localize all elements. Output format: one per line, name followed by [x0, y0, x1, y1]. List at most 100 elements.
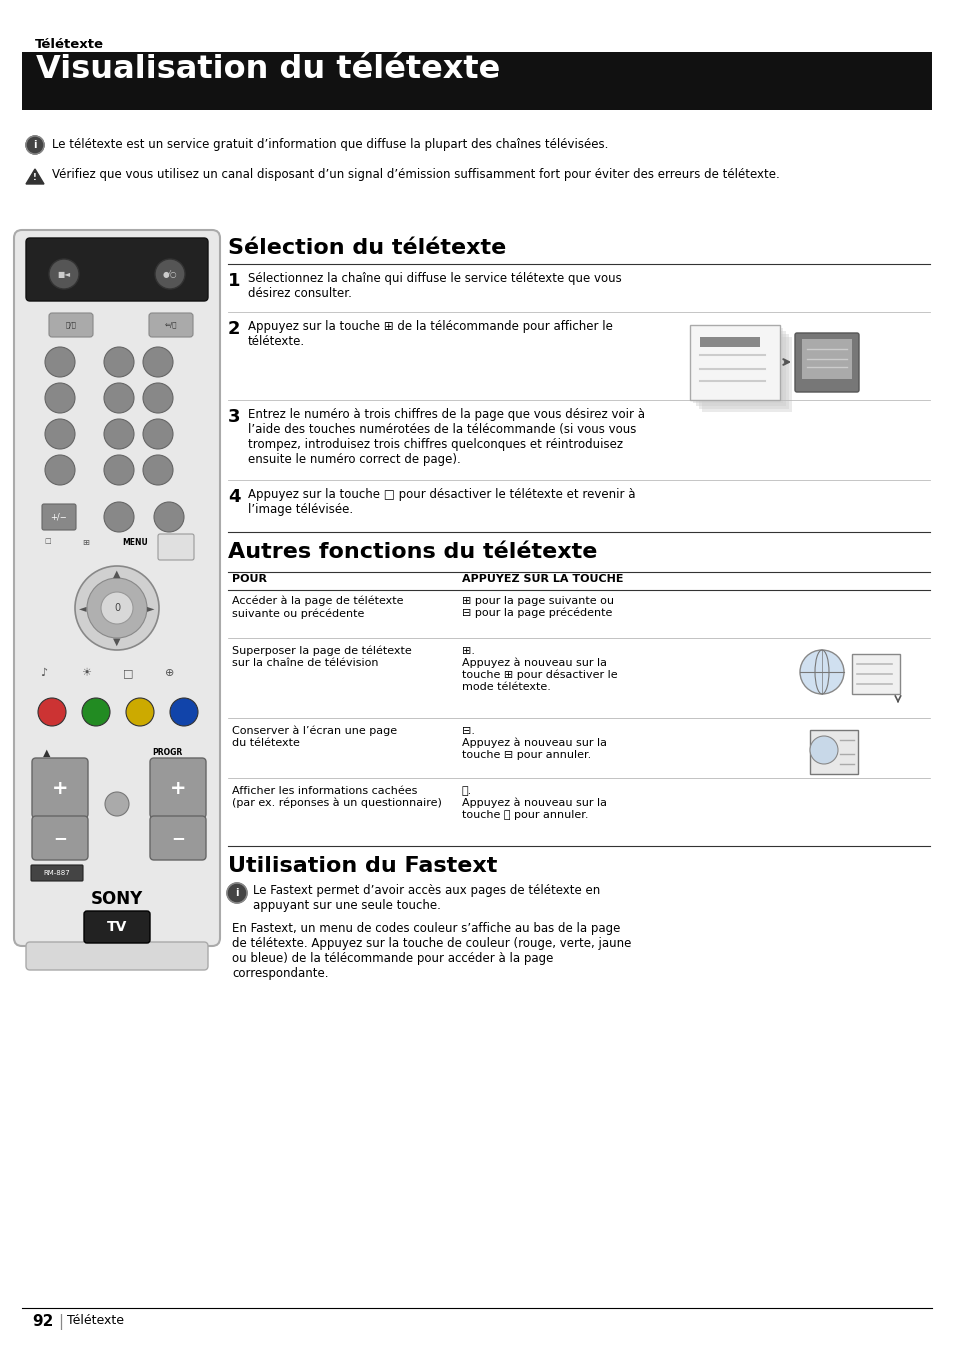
Bar [809, 730, 857, 774]
Text: RM-887: RM-887 [44, 870, 71, 875]
Text: −: − [171, 830, 185, 847]
Text: ♪: ♪ [40, 667, 48, 678]
Circle shape [143, 347, 172, 377]
Text: 92: 92 [32, 1315, 53, 1329]
Text: SONY: SONY [91, 890, 143, 908]
Text: i: i [33, 141, 37, 150]
Circle shape [101, 592, 132, 624]
Text: TV: TV [107, 920, 127, 934]
Circle shape [26, 136, 44, 154]
Circle shape [104, 419, 133, 449]
Bar [801, 339, 851, 380]
Circle shape [49, 259, 79, 289]
Text: ●⁄○: ●⁄○ [163, 269, 177, 278]
Text: Appuyez sur la touche □ pour désactiver le télétexte et revenir à
l’image télévi: Appuyez sur la touche □ pour désactiver … [248, 488, 635, 516]
Text: Télétexte: Télétexte [67, 1315, 124, 1327]
Text: Le télétexte est un service gratuit d’information que diffuse la plupart des cha: Le télétexte est un service gratuit d’in… [52, 138, 608, 151]
Circle shape [38, 698, 66, 725]
Text: 3: 3 [228, 408, 240, 426]
Text: i: i [235, 888, 238, 898]
Text: Afficher les informations cachées
(par ex. réponses à un questionnaire): Afficher les informations cachées (par e… [232, 786, 441, 808]
Circle shape [104, 503, 133, 532]
FancyBboxPatch shape [32, 758, 88, 817]
Text: Utilisation du Fastext: Utilisation du Fastext [228, 857, 497, 875]
FancyBboxPatch shape [794, 332, 858, 392]
Circle shape [143, 419, 172, 449]
FancyBboxPatch shape [26, 238, 208, 301]
Circle shape [143, 455, 172, 485]
Text: ►: ► [147, 603, 154, 613]
Bar [700, 336, 760, 347]
Text: ⊞: ⊞ [82, 538, 89, 547]
Circle shape [45, 455, 75, 485]
FancyBboxPatch shape [32, 816, 88, 861]
Circle shape [104, 382, 133, 413]
Text: MENU: MENU [122, 538, 148, 547]
Text: ▼: ▼ [113, 638, 121, 647]
Polygon shape [26, 169, 44, 184]
Text: ⊞.
Appuyez à nouveau sur la
touche ⊞ pour désactiver le
mode télétexte.: ⊞. Appuyez à nouveau sur la touche ⊞ pou… [461, 646, 617, 692]
Text: ■◄: ■◄ [57, 269, 71, 278]
Text: Accéder à la page de télétexte
suivante ou précédente: Accéder à la page de télétexte suivante … [232, 596, 403, 619]
Bar [699, 334, 788, 409]
Text: +: + [51, 778, 69, 797]
Circle shape [154, 259, 185, 289]
Text: 1: 1 [228, 272, 240, 290]
Circle shape [104, 455, 133, 485]
Text: Visualisation du télétexte: Visualisation du télétexte [36, 54, 499, 85]
FancyBboxPatch shape [42, 504, 76, 530]
Bar [692, 328, 782, 403]
Circle shape [153, 503, 184, 532]
Text: ⊕: ⊕ [165, 667, 174, 678]
Bar [689, 326, 780, 400]
FancyBboxPatch shape [149, 313, 193, 336]
Text: ⇐/ⓔ: ⇐/ⓔ [165, 322, 177, 328]
Circle shape [45, 419, 75, 449]
Text: |: | [58, 1315, 63, 1329]
Circle shape [82, 698, 110, 725]
Bar [851, 654, 899, 694]
Circle shape [800, 650, 843, 694]
Text: ◄: ◄ [79, 603, 87, 613]
Text: Vérifiez que vous utilisez un canal disposant d’un signal d’émission suffisammen: Vérifiez que vous utilisez un canal disp… [52, 168, 779, 181]
Circle shape [45, 347, 75, 377]
Text: □: □ [44, 538, 51, 544]
FancyBboxPatch shape [30, 865, 83, 881]
Text: 2: 2 [228, 320, 240, 338]
Text: POUR: POUR [232, 574, 267, 584]
Text: ☀: ☀ [81, 667, 91, 678]
FancyBboxPatch shape [14, 230, 220, 946]
Text: −: − [53, 830, 67, 847]
Circle shape [45, 382, 75, 413]
Text: ⊟.
Appuyez à nouveau sur la
touche ⊟ pour annuler.: ⊟. Appuyez à nouveau sur la touche ⊟ pou… [461, 725, 606, 759]
Text: +/−: +/− [51, 512, 68, 521]
Circle shape [809, 736, 837, 765]
Circle shape [105, 792, 129, 816]
FancyBboxPatch shape [150, 816, 206, 861]
Text: ⊞ pour la page suivante ou
⊟ pour la page précédente: ⊞ pour la page suivante ou ⊟ pour la pag… [461, 596, 614, 619]
Text: Sélectionnez la chaîne qui diffuse le service télétexte que vous
désirez consult: Sélectionnez la chaîne qui diffuse le se… [248, 272, 621, 300]
Text: Sélection du télétexte: Sélection du télétexte [228, 238, 506, 258]
Text: Télétexte: Télétexte [35, 38, 104, 51]
Text: En Fastext, un menu de codes couleur s’affiche au bas de la page
de télétexte. A: En Fastext, un menu de codes couleur s’a… [232, 921, 631, 979]
Text: Autres fonctions du télétexte: Autres fonctions du télétexte [228, 542, 597, 562]
FancyBboxPatch shape [158, 534, 193, 561]
Text: 0: 0 [113, 603, 120, 613]
Text: Ⓑ/ⓒ: Ⓑ/ⓒ [66, 322, 76, 328]
Bar [22, 51, 931, 109]
Text: Superposer la page de télétexte
sur la chaîne de télévision: Superposer la page de télétexte sur la c… [232, 646, 412, 669]
Circle shape [75, 566, 159, 650]
Circle shape [104, 347, 133, 377]
FancyBboxPatch shape [26, 942, 208, 970]
Circle shape [170, 698, 198, 725]
Text: !: ! [33, 173, 37, 182]
Text: PROGR: PROGR [152, 748, 182, 757]
Text: ▲: ▲ [43, 748, 51, 758]
Circle shape [126, 698, 153, 725]
Text: Conserver à l’écran une page
du télétexte: Conserver à l’écran une page du télétext… [232, 725, 396, 748]
FancyBboxPatch shape [84, 911, 150, 943]
Text: Entrez le numéro à trois chiffres de la page que vous désirez voir à
l’aide des : Entrez le numéro à trois chiffres de la … [248, 408, 644, 466]
Text: +: + [170, 778, 186, 797]
Bar [696, 331, 785, 407]
Text: ▲: ▲ [113, 569, 121, 580]
